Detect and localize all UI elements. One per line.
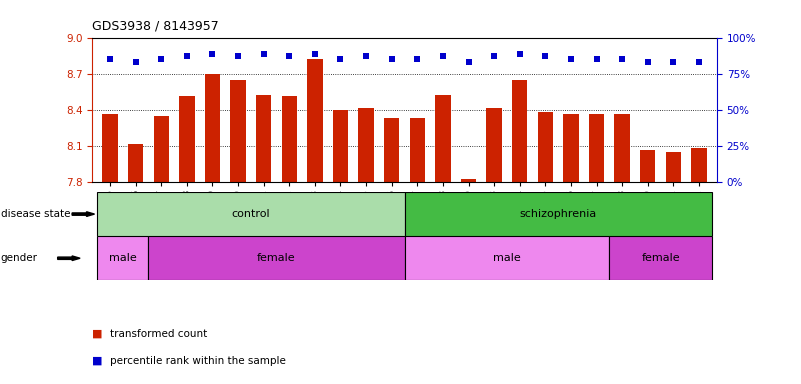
Text: female: female (257, 253, 296, 263)
Point (437, 53, 449, 60)
Bar (409, 118, 425, 182)
Text: ■: ■ (92, 356, 103, 366)
Bar (103, 114, 118, 182)
Bar (614, 114, 630, 182)
Text: control: control (231, 209, 270, 219)
Bar (512, 80, 527, 182)
Bar (308, 59, 323, 182)
Bar (537, 112, 553, 182)
Text: transformed count: transformed count (110, 329, 207, 339)
Point (565, 56, 578, 62)
Bar (589, 114, 604, 182)
Text: percentile rank within the sample: percentile rank within the sample (110, 356, 286, 366)
Bar (282, 96, 297, 182)
Bar (148, 236, 405, 280)
Text: male: male (493, 253, 521, 263)
Point (539, 53, 552, 60)
Point (334, 56, 347, 62)
Bar (691, 147, 706, 182)
Point (308, 51, 321, 57)
Bar (256, 95, 272, 182)
Point (462, 59, 475, 65)
Point (180, 53, 193, 60)
Text: disease state: disease state (1, 209, 70, 219)
Bar (435, 95, 451, 182)
Point (103, 56, 116, 62)
Bar (332, 110, 348, 182)
Point (231, 53, 244, 60)
Point (385, 56, 398, 62)
Point (129, 59, 142, 65)
Point (642, 59, 654, 65)
Point (667, 59, 680, 65)
Bar (97, 236, 148, 280)
Point (513, 51, 526, 57)
Text: ■: ■ (92, 329, 103, 339)
Point (590, 56, 603, 62)
Text: male: male (109, 253, 137, 263)
Point (693, 59, 706, 65)
Bar (97, 192, 405, 236)
Bar (405, 192, 712, 236)
Bar (231, 80, 246, 182)
Point (488, 53, 501, 60)
Bar (405, 236, 610, 280)
Point (283, 53, 296, 60)
Bar (384, 118, 400, 182)
Text: female: female (642, 253, 680, 263)
Bar (128, 144, 143, 182)
Point (155, 56, 167, 62)
Bar (154, 116, 169, 182)
Bar (486, 108, 501, 182)
Bar (563, 114, 578, 182)
Bar (179, 96, 195, 182)
Bar (461, 179, 477, 182)
Point (411, 56, 424, 62)
Point (257, 51, 270, 57)
Point (360, 53, 372, 60)
Bar (358, 108, 374, 182)
Bar (666, 152, 681, 182)
Text: schizophrenia: schizophrenia (520, 209, 597, 219)
Point (616, 56, 629, 62)
Bar (205, 74, 220, 182)
Point (206, 51, 219, 57)
Bar (640, 150, 655, 182)
Bar (610, 236, 712, 280)
Text: gender: gender (1, 253, 38, 263)
Text: GDS3938 / 8143957: GDS3938 / 8143957 (92, 20, 219, 33)
